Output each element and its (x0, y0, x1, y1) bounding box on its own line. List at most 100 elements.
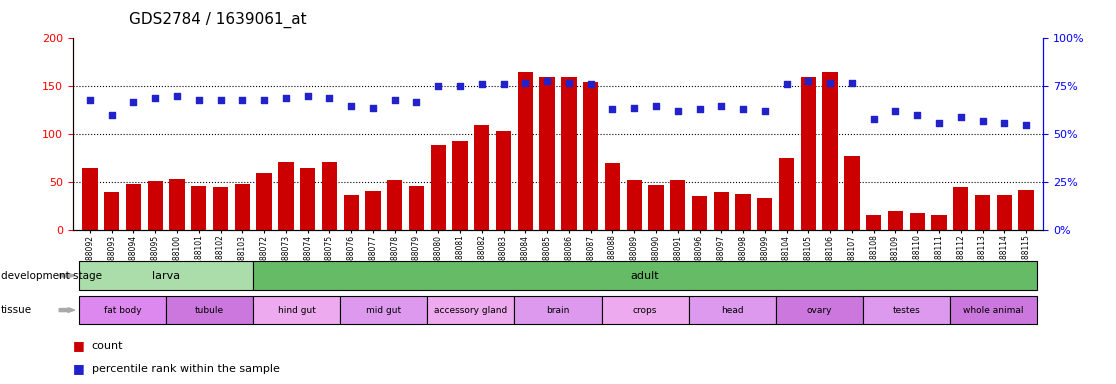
Point (364, 104, 382, 111)
Bar (845, 157, 859, 230)
Text: tissue: tissue (1, 305, 32, 315)
Text: mid gut: mid gut (366, 306, 402, 314)
Text: ■: ■ (73, 339, 85, 352)
Bar (1019, 190, 1033, 230)
Point (81, 97, 99, 103)
Bar (126, 184, 141, 230)
Bar (518, 72, 533, 230)
Point (625, 104, 643, 111)
Point (146, 95, 164, 101)
Bar (997, 195, 1012, 230)
Bar (452, 141, 468, 230)
Point (451, 83, 469, 89)
Bar (253, 296, 340, 324)
Point (473, 81, 491, 88)
Text: hind gut: hind gut (278, 306, 316, 314)
Point (320, 95, 338, 101)
Bar (975, 195, 990, 230)
Text: fat body: fat body (104, 306, 142, 314)
Text: larva: larva (152, 270, 180, 281)
Point (865, 116, 883, 122)
Bar (496, 131, 511, 230)
Point (712, 103, 730, 109)
Bar (79, 261, 253, 290)
Bar (910, 213, 925, 230)
Bar (253, 261, 1037, 290)
Point (407, 99, 425, 105)
Bar (950, 296, 1037, 324)
Text: brain: brain (547, 306, 569, 314)
Bar (474, 125, 490, 230)
Bar (191, 186, 206, 230)
Point (103, 112, 121, 118)
Bar (713, 192, 729, 230)
Bar (866, 215, 882, 230)
Text: count: count (92, 341, 123, 351)
Point (538, 78, 556, 84)
Bar (561, 77, 577, 230)
Point (1017, 122, 1035, 128)
Text: head: head (721, 306, 743, 314)
Bar (888, 211, 903, 230)
Bar (583, 82, 598, 230)
Bar (602, 296, 689, 324)
Bar (626, 180, 642, 230)
Bar (365, 191, 381, 230)
Point (494, 81, 512, 88)
Point (233, 97, 251, 103)
Point (843, 79, 860, 86)
Bar (689, 296, 776, 324)
Bar (932, 215, 946, 230)
Text: crops: crops (633, 306, 657, 314)
Point (930, 120, 947, 126)
Bar (300, 168, 316, 230)
Point (125, 99, 143, 105)
Bar (779, 158, 795, 230)
Bar (234, 184, 250, 230)
Bar (321, 162, 337, 230)
Point (952, 114, 970, 120)
Point (560, 79, 578, 86)
Text: ■: ■ (73, 362, 85, 375)
Point (691, 106, 709, 113)
Bar (79, 296, 166, 324)
Text: ovary: ovary (807, 306, 833, 314)
Point (604, 106, 622, 113)
Point (169, 93, 186, 99)
Point (277, 95, 295, 101)
Point (886, 108, 904, 114)
Text: percentile rank within the sample: percentile rank within the sample (92, 364, 279, 374)
Bar (735, 194, 751, 230)
Point (299, 93, 317, 99)
Point (190, 97, 208, 103)
Point (647, 103, 665, 109)
Bar (83, 168, 97, 230)
Text: testes: testes (893, 306, 921, 314)
Bar (757, 198, 772, 230)
Point (343, 103, 360, 109)
Point (908, 112, 926, 118)
Point (778, 81, 796, 88)
Text: accessory gland: accessory gland (434, 306, 508, 314)
Bar (166, 296, 253, 324)
Bar (431, 145, 446, 230)
Point (821, 79, 839, 86)
Bar (278, 162, 294, 230)
Point (581, 81, 599, 88)
Bar (776, 296, 863, 324)
Bar (340, 296, 427, 324)
Bar (863, 296, 950, 324)
Point (799, 78, 817, 84)
Bar (692, 196, 708, 230)
Bar (408, 186, 424, 230)
Bar (648, 185, 664, 230)
Text: GDS2784 / 1639061_at: GDS2784 / 1639061_at (129, 12, 307, 28)
Bar (104, 192, 119, 230)
Bar (213, 187, 228, 230)
Bar (427, 296, 514, 324)
Point (386, 97, 404, 103)
Point (430, 83, 448, 89)
Bar (605, 163, 620, 230)
Text: adult: adult (631, 270, 660, 281)
Point (973, 118, 991, 124)
